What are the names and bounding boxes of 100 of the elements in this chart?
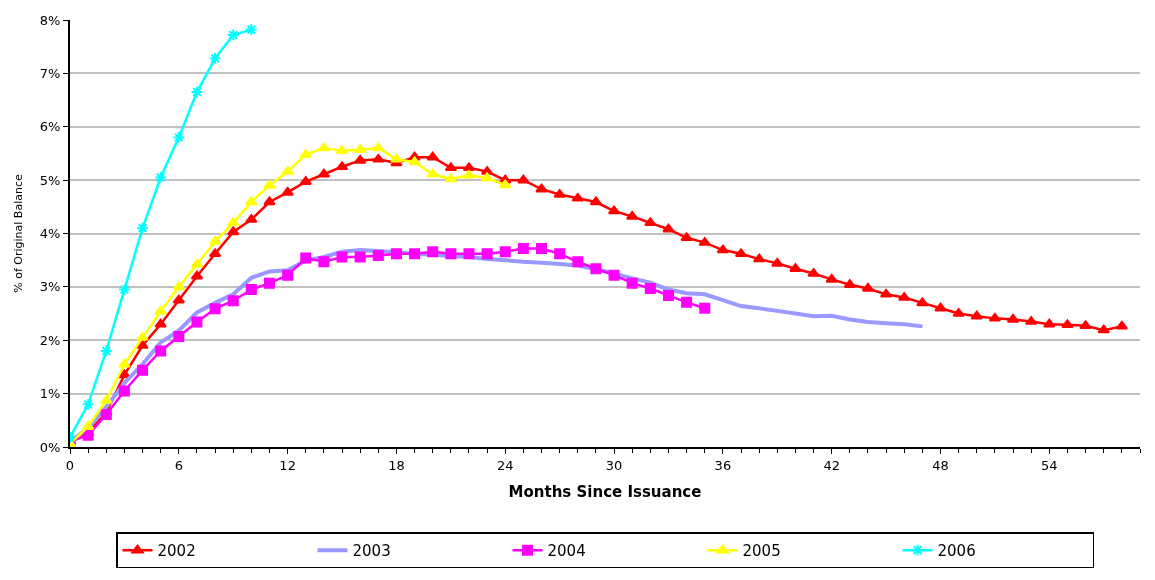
x-tick-label: 18 xyxy=(388,457,405,473)
point xyxy=(480,172,494,182)
point xyxy=(517,174,530,184)
point xyxy=(662,289,674,301)
point xyxy=(99,344,113,358)
point xyxy=(245,196,258,206)
point xyxy=(81,397,95,411)
point xyxy=(1079,320,1092,330)
y-tick-label: 8% xyxy=(39,12,61,28)
point xyxy=(590,263,602,275)
point xyxy=(173,331,185,343)
point xyxy=(536,242,548,254)
point xyxy=(208,52,222,65)
point xyxy=(916,297,929,307)
point xyxy=(879,288,893,298)
point xyxy=(861,282,875,292)
point xyxy=(263,196,276,206)
point xyxy=(752,253,766,263)
point xyxy=(155,345,167,357)
point xyxy=(354,251,366,263)
legend-label: 2005 xyxy=(742,542,781,560)
point xyxy=(227,217,240,227)
point xyxy=(681,296,693,308)
point xyxy=(1097,324,1110,334)
point xyxy=(644,282,656,294)
point xyxy=(970,310,983,320)
x-tick-label: 12 xyxy=(279,457,296,473)
x-tick-label: 30 xyxy=(605,457,623,473)
point xyxy=(172,131,186,144)
point xyxy=(353,154,367,164)
point xyxy=(934,302,947,312)
point xyxy=(300,252,312,264)
point xyxy=(409,248,421,260)
point xyxy=(408,156,421,166)
x-tick-label: 0 xyxy=(65,457,75,473)
point xyxy=(190,258,204,268)
point xyxy=(372,249,384,261)
point xyxy=(209,303,221,315)
y-tick-label: 1% xyxy=(39,386,61,402)
point xyxy=(699,302,711,314)
legend-label: 2006 xyxy=(937,542,976,560)
point xyxy=(154,171,168,184)
point xyxy=(554,248,566,260)
point xyxy=(82,429,94,441)
point xyxy=(988,312,1002,322)
point xyxy=(1043,318,1056,328)
point xyxy=(825,273,838,283)
point xyxy=(317,142,331,152)
point xyxy=(263,277,275,289)
point xyxy=(445,248,457,260)
point xyxy=(190,85,204,99)
point xyxy=(335,145,349,155)
point xyxy=(227,226,240,236)
point xyxy=(499,179,512,189)
y-tick-label: 5% xyxy=(39,172,61,188)
point xyxy=(227,295,239,307)
y-axis-title: % of Original Balance xyxy=(11,174,25,293)
x-tick-label: 36 xyxy=(714,457,732,473)
point xyxy=(282,269,294,281)
point xyxy=(626,210,639,220)
x-tick-label: 48 xyxy=(932,457,949,473)
point xyxy=(499,246,511,258)
point xyxy=(154,305,167,315)
point xyxy=(626,277,638,289)
point xyxy=(118,358,131,368)
point xyxy=(462,169,476,179)
y-tick-label: 7% xyxy=(39,65,61,81)
y-tick-label: 4% xyxy=(39,226,61,242)
y-tick-label: 2% xyxy=(39,332,61,348)
point xyxy=(244,23,258,37)
legend-label: 2002 xyxy=(157,542,196,560)
y-tick-label: 6% xyxy=(39,119,61,135)
point xyxy=(281,186,294,196)
point xyxy=(191,316,203,328)
x-tick-label: 6 xyxy=(174,457,183,473)
point xyxy=(336,251,348,263)
y-tick-label: 3% xyxy=(39,279,61,295)
point xyxy=(607,205,621,215)
point xyxy=(571,192,584,202)
point xyxy=(716,244,730,254)
x-tick-label: 24 xyxy=(496,457,514,473)
y-tick-label: 0% xyxy=(39,439,61,455)
point xyxy=(771,257,784,267)
point xyxy=(190,270,204,280)
point xyxy=(462,162,476,172)
point xyxy=(172,281,186,291)
point xyxy=(118,385,130,397)
point xyxy=(390,248,402,260)
point xyxy=(245,284,257,296)
x-tick-label: 42 xyxy=(823,457,840,473)
point xyxy=(137,364,149,376)
point xyxy=(572,256,584,268)
point xyxy=(535,183,548,193)
point xyxy=(426,168,439,178)
point xyxy=(427,246,439,258)
point xyxy=(390,153,403,163)
point xyxy=(335,161,349,171)
point xyxy=(136,221,149,235)
point xyxy=(426,151,439,161)
point xyxy=(317,168,331,178)
